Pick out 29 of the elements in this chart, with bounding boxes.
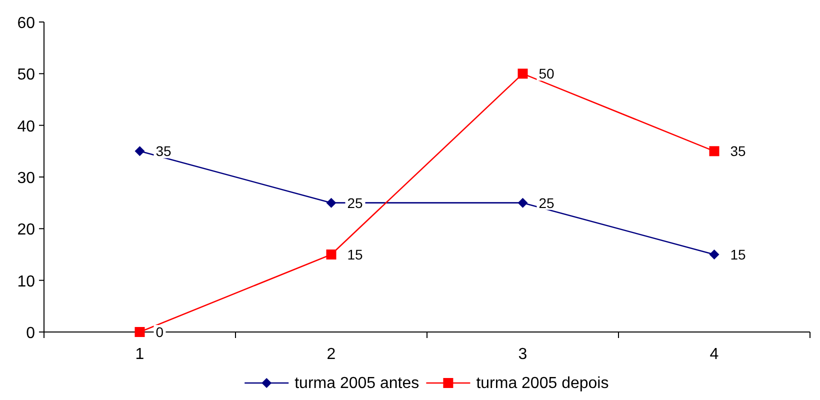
- point: [134, 146, 145, 156]
- point: [134, 327, 145, 337]
- point: [518, 198, 528, 208]
- data-label: 15: [347, 246, 364, 262]
- point: [326, 250, 336, 260]
- y-tick-label: 60: [17, 15, 36, 32]
- legend-label: turma 2005 antes: [294, 375, 420, 392]
- y-tick-label: 10: [17, 273, 36, 290]
- x-tick-label: 4: [710, 346, 719, 363]
- data-label: 0: [156, 324, 164, 340]
- data-label: 25: [347, 194, 364, 211]
- x-tick-label: 3: [518, 346, 528, 363]
- point: [709, 146, 720, 156]
- data-label: 50: [538, 66, 555, 82]
- data-label: 15: [730, 246, 746, 262]
- x-tick-label: 2: [326, 346, 336, 363]
- y-tick-label: 50: [17, 66, 36, 84]
- point: [709, 250, 720, 260]
- data-label: 25: [538, 194, 555, 211]
- point: [326, 198, 336, 208]
- y-tick-label: 30: [17, 170, 36, 187]
- y-tick-label: 40: [17, 118, 36, 136]
- point: [518, 68, 528, 79]
- y-tick-label: 0: [26, 325, 36, 342]
- legend-label: turma 2005 depois: [476, 375, 609, 392]
- x-tick-label: 1: [135, 346, 144, 363]
- data-label: 35: [156, 143, 172, 160]
- data-label: 35: [730, 143, 746, 160]
- y-tick-label: 20: [17, 222, 36, 239]
